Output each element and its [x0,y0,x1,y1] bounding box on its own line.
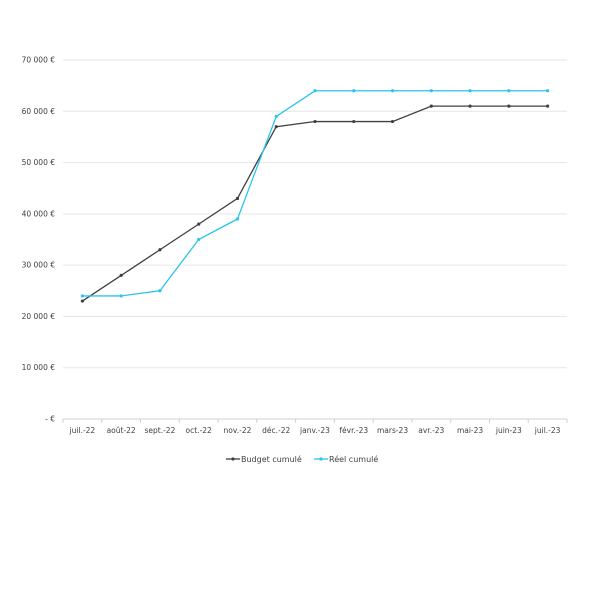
data-point [546,89,550,93]
x-tick-label: juin-23 [495,426,522,435]
data-point [468,89,472,93]
x-tick-label: mai-23 [457,426,483,435]
data-point [390,119,395,124]
x-tick-label: juil.-22 [69,426,96,435]
data-point [507,89,511,93]
y-tick-label: 10 000 € [22,363,56,372]
data-point [119,294,123,298]
data-point [390,89,395,93]
y-tick-label: 40 000 € [22,209,56,218]
x-axis: juil.-22 août-22 sept.-22 oct.-22 nov.-22 déc… [62,419,568,435]
x-tick-label: mars-23 [377,426,408,435]
data-point [158,248,162,252]
legend-swatch-marker [231,457,235,461]
data-point [235,196,240,201]
grid-layer [63,59,567,420]
y-tick-label: 60 000 € [22,107,56,116]
data-point [80,294,84,298]
x-tick-label: févr.-23 [339,426,368,435]
legend-label: Budget cumulé [241,454,302,464]
y-tick-label: - € [45,415,55,424]
data-point [158,289,162,293]
y-tick-label: 50 000 € [22,158,56,167]
data-point [507,104,511,108]
data-point [429,89,433,93]
data-point [352,119,356,124]
x-tick-label: sept.-22 [144,426,175,435]
series-line-budget [82,105,548,302]
data-point [119,273,123,277]
data-point [313,89,317,93]
data-point [468,104,472,108]
x-tick-label: juil.-23 [534,426,561,435]
x-tick-label: nov.-22 [224,426,252,435]
legend-label: Réel cumulé [329,454,378,464]
data-point [274,125,278,129]
x-tick-label: oct.-22 [186,426,213,435]
x-tick-label: avr.-23 [418,426,444,435]
y-tick-label: 30 000 € [22,261,56,270]
data-point [197,237,201,242]
y-tick-label: 20 000 € [22,312,56,321]
data-point [235,217,240,221]
data-point [352,89,356,93]
legend-swatch-marker [319,457,323,461]
legend: Budget cumulé Réel cumulé [226,454,378,464]
y-axis: - € 10 000 € 20 000 € 30 000 € 40 000 € 50 00… [22,56,56,424]
data-point [274,114,278,119]
data-point [80,299,84,303]
data-point [429,104,433,108]
data-point [313,119,317,124]
x-tick-label: déc.-22 [262,426,290,435]
series-layer [80,89,550,303]
x-tick-label: août-22 [107,426,136,435]
data-point [546,104,550,108]
data-point [197,222,201,226]
x-tick-label: janv.-23 [299,426,330,435]
y-tick-label: 70 000 € [22,56,56,65]
